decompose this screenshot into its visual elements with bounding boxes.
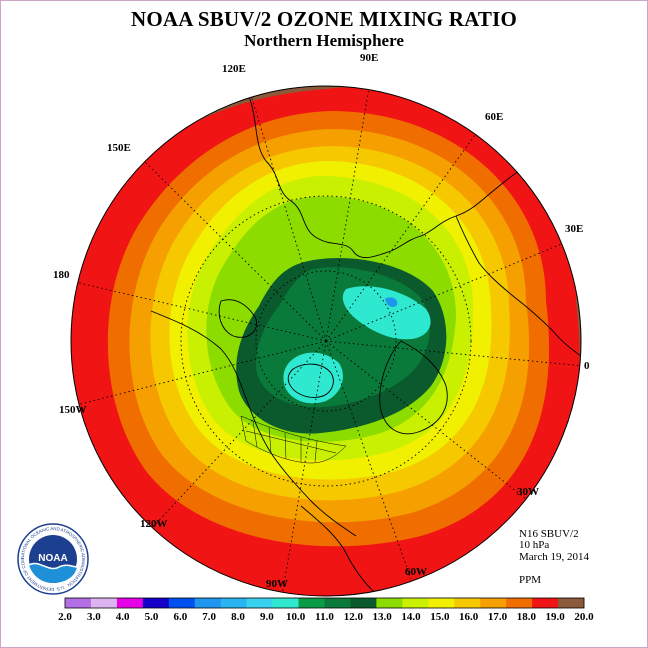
- satellite-label: N16 SBUV/2: [519, 528, 579, 540]
- colorbar-tick-label: 14.0: [401, 611, 421, 623]
- ozone-field: [71, 86, 581, 596]
- colorbar-swatch: [116, 598, 144, 608]
- coastline-asia: [240, 86, 542, 259]
- longitude-label-120e: 120E: [222, 63, 246, 75]
- longitude-label-60w: 60W: [405, 566, 427, 578]
- colorbar-swatch: [90, 598, 118, 608]
- colorbar-tick-label: 11.0: [315, 611, 334, 623]
- logo-text: NOAA: [38, 553, 67, 564]
- longitude-label-180: 180: [53, 269, 70, 281]
- date-label: March 19, 2014: [519, 551, 589, 563]
- meridian-120e: [245, 86, 327, 342]
- colorbar-swatch: [454, 598, 481, 608]
- colorbar-swatch: [480, 598, 507, 608]
- longitude-label-90w: 90W: [266, 578, 288, 590]
- colorbar-tick-label: 8.0: [231, 611, 245, 623]
- us-grid-line: [252, 420, 258, 448]
- colorbar-tick-label: 19.0: [546, 611, 566, 623]
- colorbar-swatch: [194, 598, 221, 608]
- noaa-logo: NOAA NATIONAL OCEANIC AND ATMOSPHERIC AD…: [17, 523, 89, 595]
- colorbar-swatch: [142, 598, 170, 608]
- longitude-label-30w: 30W: [517, 486, 539, 498]
- colorbar-tick-label: 6.0: [173, 611, 187, 623]
- latitude-circle-70n: [255, 270, 397, 412]
- colorbar-tick-label: 13.0: [373, 611, 393, 623]
- colorbar-tick-label: 4.0: [116, 611, 130, 623]
- pressure-level-label: 10 hPa: [519, 539, 550, 551]
- logo-wave: [29, 563, 77, 583]
- colorbar-swatch: [298, 598, 325, 608]
- us-grid-line: [284, 432, 287, 460]
- colorbar-swatch: [65, 598, 92, 608]
- coastline-hudson-bay: [287, 363, 334, 398]
- coastline-alaska: [218, 299, 257, 338]
- us-region-outline: [240, 415, 347, 464]
- coastlines: [150, 86, 581, 592]
- ozone-high-core-eurasia: [342, 286, 431, 340]
- colorbar-swatch: [324, 598, 351, 608]
- meridian-30e: [325, 240, 570, 342]
- colorbar-swatch: [402, 598, 429, 608]
- colorbar-swatch: [376, 598, 403, 608]
- meridian-150w: [72, 340, 327, 407]
- logo-gull: [28, 562, 78, 570]
- colorbar-tick-label: 18.0: [517, 611, 537, 623]
- us-grid-line: [268, 426, 272, 454]
- us-state-grid: [240, 415, 347, 464]
- colorbar-tick-label: 16.0: [459, 611, 479, 623]
- meridian-180: [71, 280, 327, 342]
- longitude-label-120w: 120W: [140, 518, 168, 530]
- meridian-60e: [325, 112, 492, 342]
- page-subtitle: Northern Hemisphere: [244, 31, 404, 50]
- colorbar-tick-label: 3.0: [87, 611, 101, 623]
- colorbar-tick-label: 2.0: [58, 611, 72, 623]
- coastline-central-america: [300, 505, 374, 592]
- colorbar-tick-label: 9.0: [260, 611, 274, 623]
- meridian-30w: [325, 340, 527, 500]
- ozone-max-spot: [385, 297, 398, 307]
- colorbar-swatch: [220, 598, 247, 608]
- colorbar-tick-label: 20.0: [574, 611, 594, 623]
- colorbar-swatch: [350, 598, 377, 608]
- coastline-europe: [455, 215, 581, 357]
- longitude-label-0: 0: [584, 360, 590, 372]
- ozone-high-core-canada: [283, 352, 343, 404]
- colorbar-tick-label: 12.0: [344, 611, 364, 623]
- colorbar-swatch: [532, 598, 559, 608]
- us-grid-line: [314, 440, 318, 463]
- colorbar-swatch: [246, 598, 273, 608]
- colorbar-border: [64, 597, 585, 609]
- colorbar-swatch: [428, 598, 455, 608]
- longitude-label-150e: 150E: [107, 142, 131, 154]
- latitude-circle-50n: [180, 195, 472, 487]
- coastline-greenland: [379, 340, 448, 435]
- longitude-label-150w: 150W: [59, 404, 87, 416]
- coastline-north-america: [150, 310, 357, 537]
- meridian-60w: [325, 340, 412, 580]
- colorbar-tick-label: 7.0: [202, 611, 216, 623]
- page-title: NOAA SBUV/2 OZONE MIXING RATIO: [131, 7, 517, 31]
- longitude-label-30e: 30E: [565, 223, 584, 235]
- map-boundary: [70, 85, 582, 597]
- colorbar-swatch: [506, 598, 533, 608]
- graticule: [71, 86, 581, 596]
- colorbar-tick-label: 15.0: [430, 611, 450, 623]
- longitude-label-90e: 90E: [360, 52, 379, 64]
- colorbar-swatch: [272, 598, 299, 608]
- meridian-90w: [280, 340, 327, 596]
- colorbar-tick-label: 10.0: [286, 611, 306, 623]
- colorbar-swatch: [558, 598, 585, 608]
- us-grid-line: [245, 430, 337, 454]
- colorbar-tick-label: 5.0: [145, 611, 159, 623]
- longitude-label-60e: 60E: [485, 111, 504, 123]
- colorbar-swatch: [168, 598, 196, 608]
- colorbar-tick-label: 17.0: [488, 611, 508, 623]
- units-label: PPM: [519, 574, 542, 586]
